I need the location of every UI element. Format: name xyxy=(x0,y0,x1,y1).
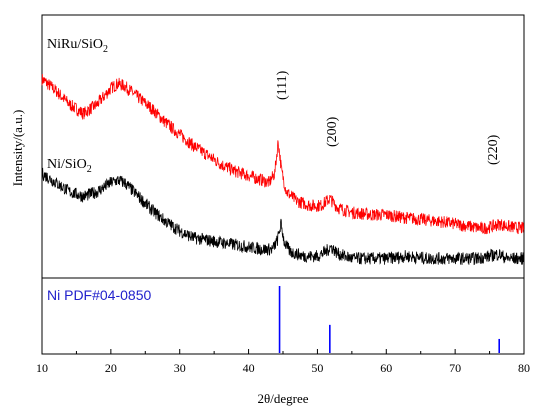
x-ticks: 10 20 30 40 50 60 70 80 xyxy=(36,349,530,375)
series-label-ni: Ni/SiO2 xyxy=(47,157,92,175)
x-tick-label-3: 40 xyxy=(243,361,255,375)
x-tick-label-7: 80 xyxy=(518,361,530,375)
x-tick-label-4: 50 xyxy=(311,361,323,375)
x-tick-label-2: 30 xyxy=(174,361,186,375)
series-line-1 xyxy=(41,167,525,266)
series-line-0 xyxy=(41,74,525,235)
series-label-niru: NiRu/SiO2 xyxy=(47,37,108,55)
y-axis-title: Intensity/(a.u.) xyxy=(10,110,25,187)
x-tick-label-6: 70 xyxy=(449,361,461,375)
peak-label-220: (220) xyxy=(486,134,501,165)
series-layer xyxy=(41,74,525,266)
peak-label-200: (200) xyxy=(325,116,340,147)
x-tick-label-1: 20 xyxy=(105,361,117,375)
peak-label-111: (111) xyxy=(275,70,290,100)
reference-layer xyxy=(278,286,501,353)
x-tick-label-0: 10 xyxy=(36,361,48,375)
reference-label: Ni PDF#04-0850 xyxy=(47,287,151,303)
x-axis-title: 2θ/degree xyxy=(258,391,309,406)
x-tick-label-5: 60 xyxy=(380,361,392,375)
